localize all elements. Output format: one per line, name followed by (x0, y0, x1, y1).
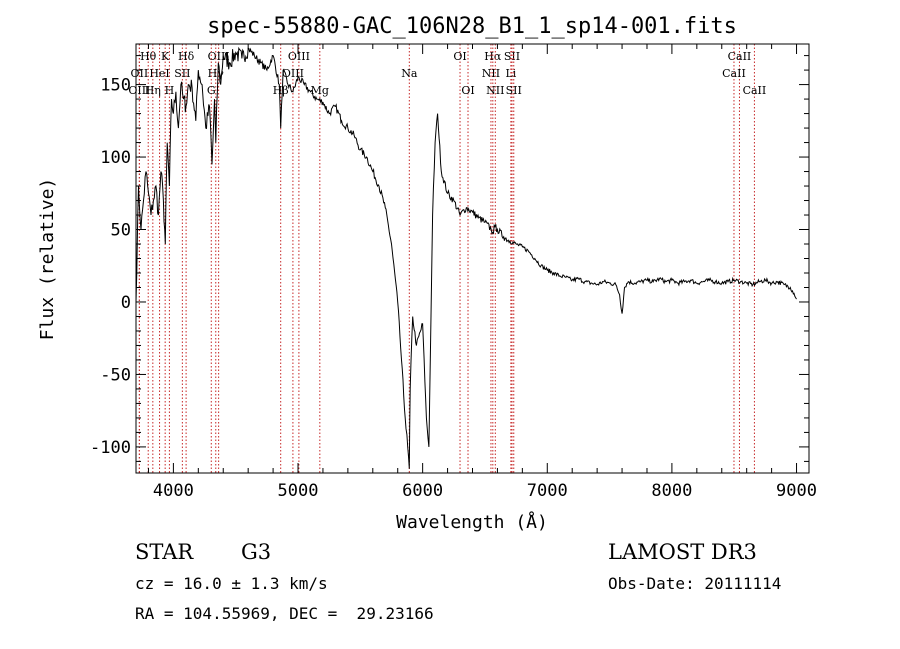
spectral-line-label: CaII (722, 67, 746, 80)
spectral-line-label: SII (504, 50, 520, 63)
chart-title: spec-55880-GAC_106N28_B1_1_sp14-001.fits (207, 14, 737, 39)
y-tick-label: 150 (100, 76, 131, 96)
y-tick-label: 100 (100, 148, 131, 168)
y-tick-label: 0 (121, 293, 131, 313)
x-tick-label: 8000 (651, 481, 692, 501)
x-axis-label: Wavelength (Å) (396, 511, 548, 533)
spectral-line-label: Hθ (140, 50, 157, 63)
survey-text: LAMOST DR3 (608, 540, 757, 564)
spectral-line-label: Mg (311, 84, 329, 97)
y-tick-label: -50 (100, 365, 131, 385)
spectral-line-label: SII (506, 84, 522, 97)
y-tick-label: 50 (111, 221, 131, 241)
spectral-line-label: Hα (484, 50, 502, 63)
x-tick-label: 6000 (402, 481, 443, 501)
spectral-line-label: HeI (149, 67, 169, 80)
y-axis-label: Flux (relative) (37, 178, 58, 341)
axis-ticks-layer: 4000 5000 6000 7000 8000 9000 -100 -50 0 50 100 150 (90, 44, 817, 501)
coords-text: RA = 104.55969, DEC = 29.23166 (135, 604, 434, 623)
spectral-line-label: G (207, 84, 216, 97)
x-tick-label: 9000 (776, 481, 817, 501)
spectral-line-label: OIII (128, 84, 150, 97)
spectral-line-label: SII (174, 67, 190, 80)
spectral-line-label: H (165, 84, 175, 97)
spectral-line-label: OIII (288, 50, 310, 63)
spectral-line-label: OI (453, 50, 466, 63)
spectral-line-label: NII (486, 84, 504, 97)
spectral-line-label: Na (401, 67, 418, 80)
spectral-line-label: K (161, 50, 170, 63)
x-tick-label: 7000 (527, 481, 568, 501)
subclass-text: G3 (241, 540, 271, 564)
spectral-line-label: Hδ (178, 50, 195, 63)
x-tick-label: 4000 (153, 481, 194, 501)
obs-date-text: Obs-Date: 20111114 (608, 574, 781, 593)
spectral-line-label: NII (482, 67, 500, 80)
spectral-line-label: OI (461, 84, 474, 97)
spectrum-series-line (135, 46, 797, 469)
spectral-line-label: Hη (145, 84, 161, 97)
cz-text: cz = 16.0 ± 1.3 km/s (135, 574, 328, 593)
spectral-line-label: Li (505, 67, 516, 80)
plot-frame (135, 43, 810, 474)
spectral-line-label: CaII (728, 50, 752, 63)
x-tick-label: 5000 (278, 481, 319, 501)
y-tick-label: -100 (90, 438, 131, 458)
spectral-line-label: Hβ (273, 84, 289, 97)
data-layer (135, 46, 797, 469)
object-class-text: STAR (135, 540, 194, 564)
spectral-line-label: CaII (743, 84, 767, 97)
